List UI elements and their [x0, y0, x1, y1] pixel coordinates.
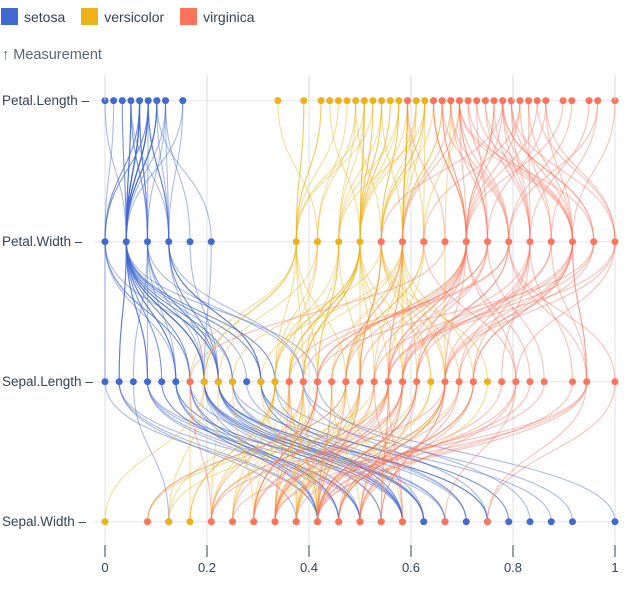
svg-text:0.4: 0.4 [300, 560, 318, 575]
svg-text:Petal.Length –: Petal.Length – [2, 93, 90, 108]
svg-text:Sepal.Length –: Sepal.Length – [2, 374, 93, 389]
svg-text:0.6: 0.6 [402, 560, 420, 575]
svg-text:Sepal.Width –: Sepal.Width – [2, 514, 87, 529]
svg-text:Petal.Width –: Petal.Width – [2, 234, 83, 249]
svg-text:0.8: 0.8 [504, 560, 522, 575]
svg-text:1: 1 [611, 560, 618, 575]
svg-text:0.2: 0.2 [198, 560, 216, 575]
svg-text:0: 0 [101, 560, 108, 575]
